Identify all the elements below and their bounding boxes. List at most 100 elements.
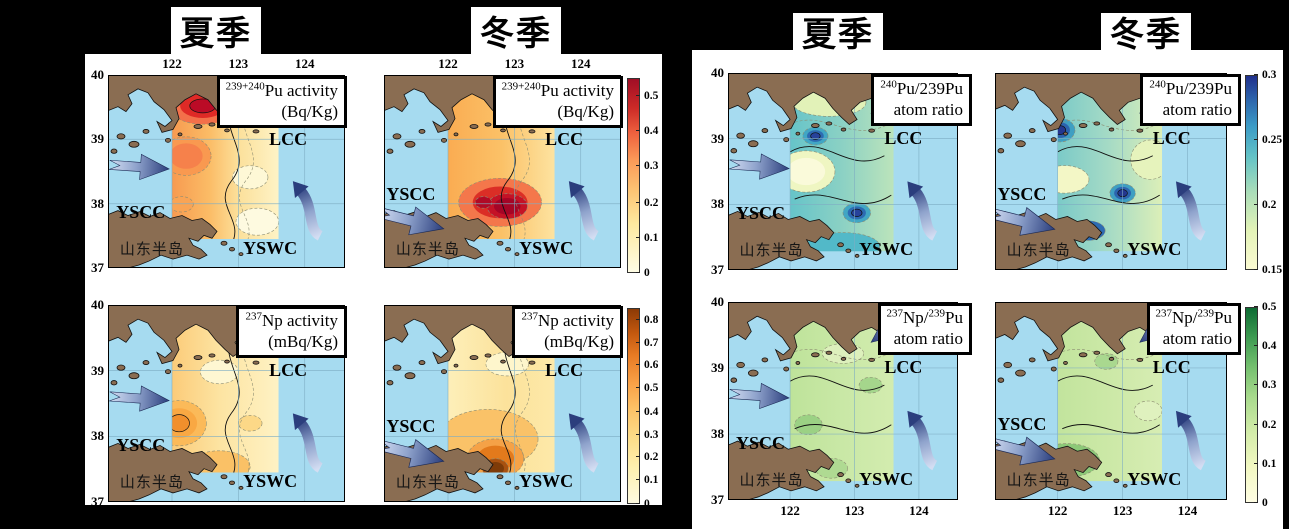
colorbar-tick-label: 0.5	[644, 89, 659, 102]
colorbar-tick-mark	[636, 503, 640, 504]
yswc-arrow-icon	[1175, 410, 1207, 471]
variable-label-line1: 237Np/239Pu	[1155, 307, 1232, 327]
colorbar-tick-mark	[636, 272, 640, 273]
colorbar-tick-mark	[636, 342, 640, 344]
colorbar-tick-label: 0.4	[644, 405, 659, 418]
colorbar-tick-label: 0.2	[1262, 199, 1277, 212]
shandong-peninsula-label: 山东半岛	[119, 475, 184, 492]
yswc-arrow-icon	[907, 181, 938, 241]
y-tick-label: 37	[91, 260, 104, 275]
colorbar-tick-label: 0.6	[644, 358, 659, 371]
map-svg-p8	[995, 302, 1227, 500]
variable-label-box: 237Np/239Pu atom ratio	[1146, 303, 1241, 355]
colorbar-tick-label: 0	[644, 267, 650, 279]
lcc-label: LCC	[1152, 128, 1191, 149]
colorbar-tick-mark	[1254, 502, 1258, 503]
colorbar-tick-mark	[636, 387, 640, 389]
shandong-peninsula-label: 山东半岛	[739, 243, 804, 260]
shandong-peninsula-label: 山东半岛	[1006, 243, 1071, 260]
yswc-label: YSWC	[859, 239, 914, 260]
colorbar-tick-label: 0	[1262, 497, 1268, 509]
colorbar-cb1: 0 0.1 0.2 0.3 0.4 0.5	[627, 78, 658, 279]
variable-label-line1: 239+240Pu activity	[501, 80, 614, 100]
variable-label-line1: 239+240Pu activity	[225, 80, 338, 100]
x-tick-label: 122	[1047, 503, 1068, 518]
variable-label-box: 239+240Pu activity (Bq/Kg)	[492, 76, 623, 128]
colorbar-tick-mark	[1254, 384, 1258, 386]
colorbar-tick-label: 0.8	[644, 313, 659, 326]
yswc-arrow-icon	[568, 181, 600, 241]
colorbar-cb3: 0.15 0.2 0.25 0.3	[1245, 69, 1282, 276]
yscc-arrow-icon	[384, 439, 445, 468]
variable-label-line1: 240Pu/239Pu	[880, 78, 963, 98]
y-tick-label: 37	[711, 262, 724, 277]
variable-label-box: 237Np/239Pu atom ratio	[877, 303, 972, 355]
lcc-label: LCC	[545, 129, 584, 150]
variable-label-line2: (Bq/Kg)	[557, 102, 614, 122]
colorbar-tick-mark	[636, 363, 640, 365]
map-frame-p4	[384, 305, 621, 502]
yswc-arrow-icon	[1175, 181, 1207, 241]
x-tick-label: 122	[438, 56, 458, 71]
lcc-label: LCC	[884, 357, 923, 378]
variable-label-box: 237Np activity (mBq/Kg)	[236, 306, 347, 358]
x-tick-label: 124	[294, 56, 315, 71]
panel-p4: 237Np activity (mBq/Kg) LCC YSCC YSWC 山东半岛	[384, 305, 623, 502]
y-tick-label: 38	[711, 196, 724, 212]
colorbar-cb2: 0 0.1 0.2 0.3 0.4 0.5 0.6 0.7 0.8	[627, 308, 658, 510]
x-tick-label: 124	[570, 56, 591, 71]
y-tick-label: 37	[91, 494, 104, 509]
colorbar-tick-label: 0.3	[1262, 69, 1277, 81]
yswc-label: YSWC	[1127, 469, 1182, 490]
yscc-label: YSCC	[116, 435, 166, 456]
y-tick-label: 39	[91, 131, 104, 147]
colorbar-tick-label: 0	[644, 498, 650, 510]
colorbar-tick-label: 0.5	[644, 382, 659, 395]
yswc-arrow-icon	[907, 410, 938, 471]
colorbar-tick-label: 0.3	[1262, 379, 1277, 392]
y-tick-label: 39	[711, 359, 724, 375]
colorbar-tick-mark	[636, 201, 640, 203]
colorbar-tick-label: 0.2	[644, 450, 659, 463]
variable-label-line1: 237Np activity	[245, 310, 338, 330]
colorbar-tick-mark	[636, 455, 640, 457]
lcc-label: LCC	[884, 128, 923, 149]
colorbar-tick-mark	[1254, 138, 1258, 140]
x-tick-label: 124	[1177, 503, 1198, 518]
colorbar-tick-label: 0.4	[644, 124, 659, 137]
variable-label-box: 240Pu/239Pu atom ratio	[871, 74, 972, 126]
colorbar-tick-mark	[1254, 423, 1258, 425]
y-tick-label: 40	[711, 294, 724, 309]
colorbar-tick-label: 0.25	[1262, 133, 1283, 146]
yswc-label: YSWC	[243, 471, 298, 492]
colorbar-tick-label: 0.2	[644, 196, 659, 209]
x-tick-label: 122	[162, 56, 182, 71]
variable-label-line1: 237Np activity	[521, 310, 614, 330]
variable-label-line2: atom ratio	[1162, 100, 1232, 120]
yscc-arrow-icon	[384, 206, 445, 236]
yswc-arrow-icon	[568, 413, 600, 473]
panel-p6: 240Pu/239Pu atom ratio LCC YSCC YSWC 山东半岛	[995, 73, 1241, 270]
colorbar-tick-label: 0.1	[1262, 457, 1277, 470]
x-tick-label: 124	[909, 503, 929, 518]
panel-p7: 122 123 124 40 39 38 37 237Np/239Pu atom ratio LC…	[711, 294, 972, 518]
yswc-label: YSWC	[1127, 239, 1182, 260]
yscc-label: YSCC	[386, 184, 436, 205]
colorbar-tick-mark	[1254, 74, 1258, 75]
x-tick-label: 123	[228, 56, 249, 71]
variable-label-box: 240Pu/239Pu atom ratio	[1140, 74, 1241, 126]
panel-p2: 122 123 124 239+240Pu activity (Bq/Kg) LCC YSC…	[384, 56, 623, 268]
colorbar-tick-mark	[636, 479, 640, 481]
variable-label-line2: atom ratio	[893, 100, 963, 120]
season-title-right-winter: 冬季	[1101, 13, 1191, 54]
map-frame-p3	[108, 305, 345, 502]
colorbar-tick-label: 0.7	[644, 337, 659, 350]
map-frame-p2	[384, 75, 621, 268]
variable-label-line2: (mBq/Kg)	[268, 332, 338, 352]
y-tick-label: 38	[91, 428, 104, 444]
yscc-arrow-icon	[728, 153, 790, 180]
x-tick-label: 122	[780, 503, 800, 518]
yswc-label: YSWC	[519, 238, 574, 259]
panel-p5: 40 39 38 37 240Pu/239Pu atom ratio LCC YSCC YSWC…	[711, 65, 972, 277]
yswc-arrow-icon	[292, 181, 324, 241]
